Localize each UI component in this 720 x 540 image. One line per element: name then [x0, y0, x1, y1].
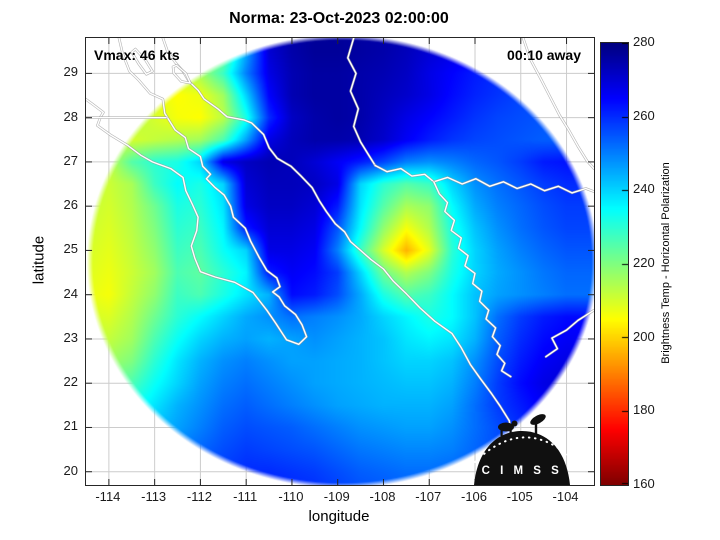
x-tick-label: -106 — [460, 489, 488, 504]
y-tick-label: 28 — [63, 108, 78, 124]
cimss-logo-hill — [474, 431, 570, 485]
border-durango-zacatecas-border — [544, 308, 594, 358]
x-tick-label: -105 — [506, 489, 533, 504]
coastline-isla-angel-de-la-guarda — [131, 48, 154, 75]
time-offset-annotation: 00:10 away — [507, 47, 581, 63]
coastline-baja-california-peninsula — [86, 38, 308, 346]
y-tick-label: 24 — [63, 285, 78, 301]
vmax-annotation: Vmax: 46 kts — [94, 47, 180, 63]
x-tick-label: -111 — [233, 489, 258, 504]
x-tick-label: -110 — [278, 489, 304, 504]
plot-area: C I M S S — [85, 37, 595, 486]
border-sonora-chihuahua-border — [347, 38, 376, 167]
colorbar-tick-label: 280 — [633, 34, 655, 49]
x-tick-label: -114 — [95, 489, 121, 504]
border-chihuahua-durango-border — [373, 164, 594, 195]
colorbar-tick-label: 220 — [633, 255, 655, 270]
colorbar-tick-label: 260 — [633, 107, 655, 123]
coastline-baja-california-peninsula — [86, 38, 308, 345]
colorbar — [600, 42, 629, 486]
y-tick-label: 29 — [63, 64, 78, 80]
y-tick-label: 23 — [63, 329, 78, 345]
x-tick-label: -108 — [369, 489, 396, 504]
coastline-mainland-mexico-coast — [162, 38, 513, 462]
border-durango-zacatecas-border — [545, 309, 594, 358]
colorbar-tick-label: 240 — [633, 181, 655, 197]
chart-title: Norma: 23-Oct-2023 02:00:00 — [229, 10, 449, 27]
cimss-logo-text: C I M S S — [482, 465, 563, 477]
y-tick-label: 20 — [63, 462, 78, 478]
colorbar-tick-label: 200 — [633, 328, 655, 344]
orbit-dots — [474, 436, 570, 463]
colorbar-tick-label: 160 — [633, 476, 655, 491]
y-tick-label: 26 — [63, 197, 78, 213]
map-lines-layer — [86, 38, 594, 485]
x-tick-label: -112 — [186, 489, 212, 504]
satellite-dish-icon — [530, 414, 546, 425]
y-tick-label: 21 — [63, 418, 78, 434]
heatmap-canvas — [86, 38, 594, 485]
y-tick-label: 25 — [63, 241, 78, 257]
x-tick-label: -109 — [323, 489, 350, 504]
x-axis-label: longitude — [308, 508, 370, 525]
border-sonora-chihuahua-border — [346, 38, 377, 167]
border-sinaloa-durango-border — [433, 181, 512, 378]
cimss-logo: C I M S S — [474, 414, 570, 485]
y-tick-label: 27 — [63, 152, 78, 168]
coastline-isla-tiburon — [172, 64, 191, 84]
colorbar-gradient — [601, 43, 628, 485]
colorbar-tick-label: 180 — [633, 402, 655, 418]
border-chihuahua-coahuila-border — [522, 38, 594, 170]
x-tick-label: -113 — [141, 489, 167, 504]
x-tick-label: -107 — [415, 489, 442, 504]
x-tick-label: -104 — [552, 489, 579, 504]
border-chihuahua-durango-border — [374, 164, 594, 194]
y-tick-label: 22 — [63, 374, 78, 390]
